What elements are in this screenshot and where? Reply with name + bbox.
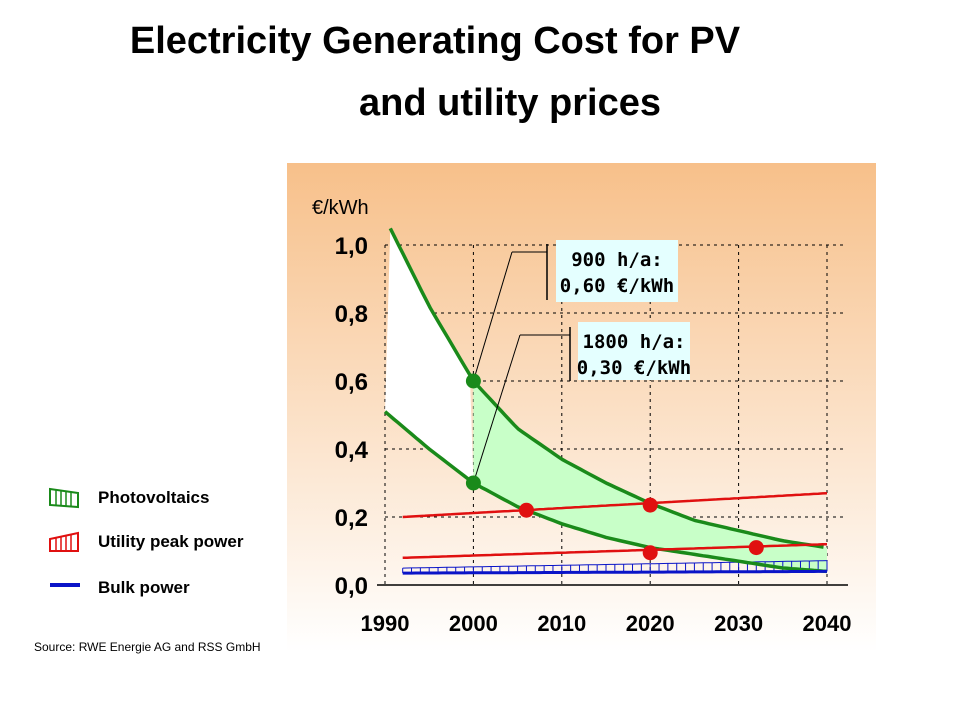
- x-tick-label: 1990: [361, 611, 410, 636]
- x-tick-label: 2000: [449, 611, 498, 636]
- photovoltaics-swatch-icon: [49, 487, 79, 509]
- x-tick-label: 2030: [714, 611, 763, 636]
- y-axis-label: €/kWh: [312, 197, 369, 219]
- y-tick-label: 0,8: [335, 301, 368, 328]
- callout-line2: 0,30 €/kWh: [577, 357, 691, 379]
- pv-upper-line: [388, 227, 824, 549]
- y-tick-label: 0,0: [335, 573, 368, 600]
- utility-peak-swatch-icon: [49, 531, 79, 552]
- utility-peak-line: [402, 491, 828, 519]
- bulk-power-line: [402, 569, 827, 575]
- axis-labels: €/kWh 0,0 0,2 0,4 0,6 0,8 1,0 1990 2000 2010 2020 2…: [312, 197, 851, 636]
- y-tick-label: 1,0: [335, 233, 368, 260]
- callout-leader: [472, 251, 513, 382]
- data-point-marker: [642, 497, 658, 513]
- legend-label: Bulk power: [98, 578, 190, 597]
- callout-line1: 1800 h/a:: [583, 331, 686, 353]
- callout-line1: 900 h/a:: [571, 249, 663, 271]
- pv-band-area: [473, 381, 827, 572]
- data-point-marker: [642, 545, 658, 561]
- callout-leader: [472, 334, 521, 484]
- legend-bulk-power: Bulk power: [48, 576, 190, 600]
- y-tick-label: 0,6: [335, 369, 368, 396]
- x-tick-label: 2040: [803, 611, 852, 636]
- y-tick-label: 0,2: [335, 505, 368, 532]
- chart-title-line1: Electricity Generating Cost for PV: [129, 20, 741, 62]
- gridlines: [377, 244, 848, 586]
- pv-band-early: [385, 228, 474, 483]
- callout-box: [556, 240, 678, 302]
- bulk-power-hatch: [402, 560, 828, 574]
- data-point-marker: [465, 475, 481, 491]
- data-points: [465, 373, 764, 561]
- legend-photovoltaics: Photovoltaics: [48, 486, 209, 510]
- chart-title-line2: and utility prices: [359, 82, 661, 124]
- bulk-upper-edge: [402, 560, 828, 569]
- legend-utility-peak-power: Utility peak power: [48, 530, 243, 554]
- data-point-marker: [748, 540, 764, 556]
- legend-label: Photovoltaics: [98, 488, 210, 507]
- data-point-marker: [518, 502, 534, 518]
- data-point-marker: [465, 373, 481, 389]
- plot-background: [287, 163, 876, 652]
- x-tick-label: 2020: [626, 611, 675, 636]
- annotations: 900 h/a: 0,60 €/kWh 1800 h/a: 0,30 €/kWh: [472, 240, 691, 484]
- source-note: Source: RWE Energie AG and RSS GmbH: [34, 640, 261, 654]
- callout-box: [578, 322, 690, 380]
- pv-cost-band: [385, 228, 827, 572]
- pv-lower-line: [383, 410, 828, 574]
- series-lines: [383, 227, 828, 575]
- callout-line2: 0,60 €/kWh: [560, 275, 674, 297]
- bulk-power-swatch-icon: [50, 583, 80, 587]
- y-tick-label: 0,4: [335, 437, 369, 464]
- x-tick-label: 2010: [537, 611, 586, 636]
- legend-label: Utility peak power: [98, 532, 244, 551]
